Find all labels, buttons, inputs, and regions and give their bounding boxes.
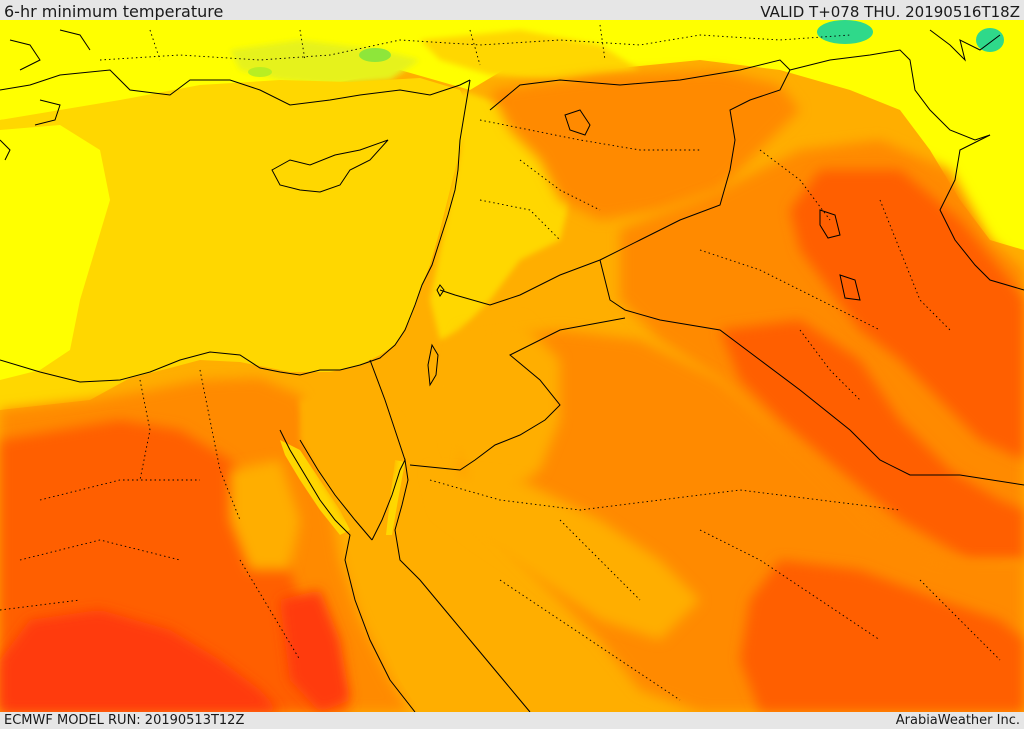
field-west-sea-yellow — [0, 125, 110, 380]
field-egypt-red — [0, 610, 280, 712]
admin-egypt — [0, 369, 301, 661]
field-egypt-red-2 — [280, 590, 350, 712]
field-green-spot-1 — [817, 20, 873, 44]
coastline-ne — [929, 29, 1001, 62]
border-iraq-saudi — [599, 259, 1024, 486]
admin-iraq — [699, 149, 951, 401]
border-turkey-syria — [489, 59, 791, 111]
temperature-field — [0, 20, 1024, 712]
field-red-sea — [340, 520, 530, 712]
border-jordan-saudi — [409, 317, 626, 471]
model-run: ECMWF MODEL RUN: 20190513T12Z — [4, 713, 245, 728]
coastline-lake-assad — [564, 109, 591, 136]
field-sinai — [300, 385, 400, 520]
coastline-galilee — [436, 284, 445, 297]
border-turkey-iraq — [789, 49, 991, 141]
map-title: 6-hr minimum temperature — [4, 2, 224, 21]
coastline-turkey — [0, 69, 471, 106]
field-green-spot-2 — [976, 28, 1004, 52]
field-egypt-amber-patch — [230, 460, 300, 570]
valid-time: VALID T+078 THU. 20190516T18Z — [760, 3, 1020, 21]
admin-boundaries — [0, 24, 1001, 701]
border-egypt-israel — [369, 359, 406, 461]
admin-syria — [479, 119, 700, 241]
coastline-sinai-west — [299, 439, 373, 541]
field-aqaba-gulf — [386, 460, 405, 535]
coastline-aqaba — [371, 458, 531, 712]
field-iraq-dark — [790, 170, 1024, 460]
field-turkey-yellow — [420, 30, 640, 80]
border-syria-jordan — [439, 259, 601, 306]
credit: ArabiaWeather Inc. — [895, 713, 1020, 728]
field-green-spot-3 — [359, 48, 391, 62]
header-bar: 6-hr minimum temperature VALID T+078 THU… — [0, 0, 1024, 21]
coastlines — [0, 29, 1001, 712]
field-jordan-amber — [450, 320, 560, 500]
field-north-yellow — [0, 20, 1024, 250]
field-green-spot-4 — [248, 67, 272, 77]
field-syria-orange — [490, 70, 800, 220]
border-syria-iraq — [599, 69, 791, 261]
field-iraq-dark-2 — [720, 320, 1024, 560]
coastline-iraq-lakes — [819, 209, 861, 301]
coastline-dead-sea — [427, 343, 439, 387]
coastline-islands — [0, 29, 91, 161]
field-sea-gold — [0, 78, 470, 410]
coastline-egypt — [0, 351, 340, 383]
field-suez-gulf — [280, 440, 350, 535]
coastline-cyprus — [271, 139, 389, 193]
temperature-map[interactable] — [0, 20, 1024, 712]
field-nw-saudi-amber — [430, 470, 700, 640]
field-saudi-dark — [740, 560, 1024, 712]
footer-bar: ECMWF MODEL RUN: 20190513T12Z ArabiaWeat… — [0, 712, 1024, 729]
country-borders — [369, 49, 1024, 486]
border-iraq-iran — [939, 134, 1024, 291]
coastline-suez — [279, 429, 416, 712]
admin-saudi — [429, 479, 1001, 701]
coastline-levant — [339, 79, 471, 371]
